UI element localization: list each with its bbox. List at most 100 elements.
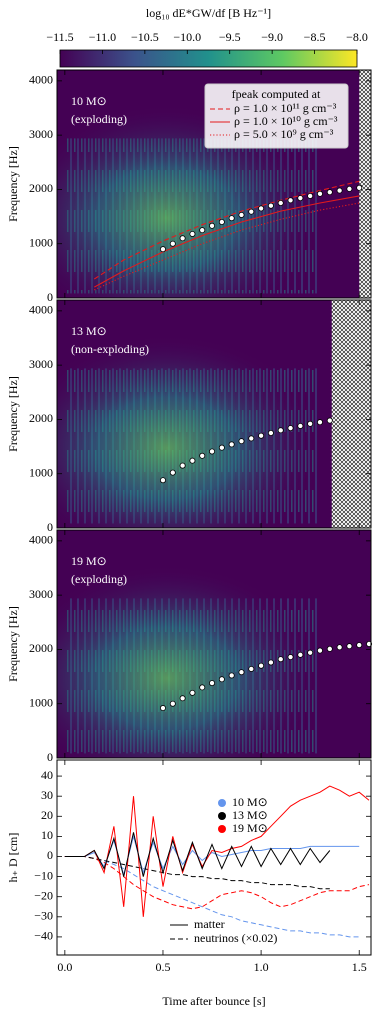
fpeak-point (287, 197, 294, 204)
fpeak-line (94, 202, 360, 291)
fpeak-point (326, 417, 333, 424)
legend-label: matter (194, 917, 225, 931)
y-axis-label: Frequency [Hz] (6, 606, 20, 682)
y-tick-label: −20 (34, 888, 53, 902)
fpeak-point (267, 659, 274, 666)
annotation: (exploding) (71, 112, 127, 126)
y-tick-label: 0 (47, 750, 53, 764)
annotation: 13 M⊙ (71, 324, 107, 338)
colorbar-tick-label: −10.5 (131, 30, 159, 44)
annotation: (exploding) (71, 572, 127, 586)
fpeak-point (297, 195, 304, 202)
y-tick-label: 10 (41, 828, 53, 842)
colorbar-tick-label: −8.5 (304, 30, 326, 44)
y-tick-label: 2000 (29, 411, 53, 425)
y-tick-label: 1000 (29, 235, 53, 249)
fpeak-point (209, 222, 216, 229)
colorbar (59, 49, 358, 68)
y-tick-label: 0 (47, 290, 53, 304)
fpeak-point (307, 192, 314, 199)
fpeak-point (346, 185, 353, 192)
annotation: (non-exploding) (71, 342, 149, 356)
neutrino-line (64, 856, 370, 910)
fpeak-line (94, 195, 360, 288)
legend-label: ρ = 1.0 × 10¹¹ g cm⁻³ (234, 101, 337, 115)
neutrino-line (64, 856, 360, 938)
plot-frame (56, 299, 372, 529)
fpeak-point (189, 230, 196, 237)
fpeak-point (169, 240, 176, 247)
fpeak-point (209, 680, 216, 687)
spectrogram-glow (57, 300, 371, 528)
fpeak-point (228, 441, 235, 448)
fpeak-point (218, 218, 225, 225)
y-tick-label: 1000 (29, 465, 53, 479)
fpeak-point (199, 684, 206, 691)
plot-frame (56, 69, 372, 299)
annotation: 19 M⊙ (71, 554, 107, 568)
y-tick-label: 2000 (29, 641, 53, 655)
y-tick-label: 40 (41, 768, 53, 782)
fpeak-point (307, 420, 314, 427)
fpeak-point (316, 190, 323, 197)
fpeak-point (209, 448, 216, 455)
y-tick-label: 1000 (29, 695, 53, 709)
y-tick-label: −40 (34, 929, 53, 943)
legend-marker (218, 825, 226, 833)
colorbar-label: log₁₀ dE*GW/df [B Hz⁻¹] (146, 6, 271, 20)
hatched-region (331, 300, 371, 528)
legend-label: ρ = 5.0 × 10⁹ g cm⁻³ (234, 127, 334, 141)
fpeak-point (159, 705, 166, 712)
fpeak-point (228, 215, 235, 222)
fpeak-point (336, 644, 343, 651)
fpeak-point (316, 419, 323, 426)
y-tick-label: −10 (34, 868, 53, 882)
y-tick-label: 20 (41, 808, 53, 822)
fpeak-point (277, 199, 284, 206)
colorbar-tick-label: −8.0 (346, 30, 368, 44)
y-tick-label: 4000 (29, 533, 53, 547)
fpeak-point (199, 452, 206, 459)
annotation: 10 M⊙ (71, 94, 107, 108)
x-tick-label: 1.5 (352, 960, 367, 974)
matter-line (64, 785, 370, 917)
y-tick-label: 2000 (29, 181, 53, 195)
colorbar-tick-label: −11.0 (89, 30, 116, 44)
y-tick-label: 0 (47, 520, 53, 534)
fpeak-point (189, 689, 196, 696)
legend-title: fpeak computed at (232, 87, 321, 101)
fpeak-point (346, 643, 353, 650)
fpeak-point (287, 654, 294, 661)
fpeak-point (238, 211, 245, 218)
fpeak-point (179, 695, 186, 702)
neutrino-line (64, 856, 330, 890)
fpeak-point (218, 444, 225, 451)
legend-label: 13 M⊙ (232, 808, 268, 822)
x-tick-label: 0.5 (155, 960, 170, 974)
fpeak-point (228, 672, 235, 679)
fpeak-point (238, 438, 245, 445)
colorbar-tick-label: −9.5 (219, 30, 241, 44)
fpeak-point (169, 469, 176, 476)
legend-marker (218, 812, 226, 820)
fpeak-point (248, 208, 255, 215)
colorbar-tick-label: −11.5 (46, 30, 73, 44)
fpeak-point (297, 651, 304, 658)
fpeak-point (356, 642, 363, 649)
fpeak-point (169, 700, 176, 707)
y-tick-label: 4000 (29, 303, 53, 317)
fpeak-point (366, 641, 373, 648)
fpeak-point (356, 184, 363, 191)
legend-box (204, 83, 349, 149)
y-tick-label: −30 (34, 909, 53, 923)
plot-frame (56, 529, 372, 759)
x-tick-label: 0.0 (57, 960, 72, 974)
fpeak-point (287, 425, 294, 432)
spectrogram-glow (57, 530, 371, 758)
x-axis-label: Time after bounce [s] (162, 994, 265, 1008)
fpeak-point (258, 662, 265, 669)
legend-label: 19 M⊙ (232, 821, 268, 835)
colorbar-tick-label: −10.0 (173, 30, 201, 44)
y-tick-label: 30 (41, 788, 53, 802)
